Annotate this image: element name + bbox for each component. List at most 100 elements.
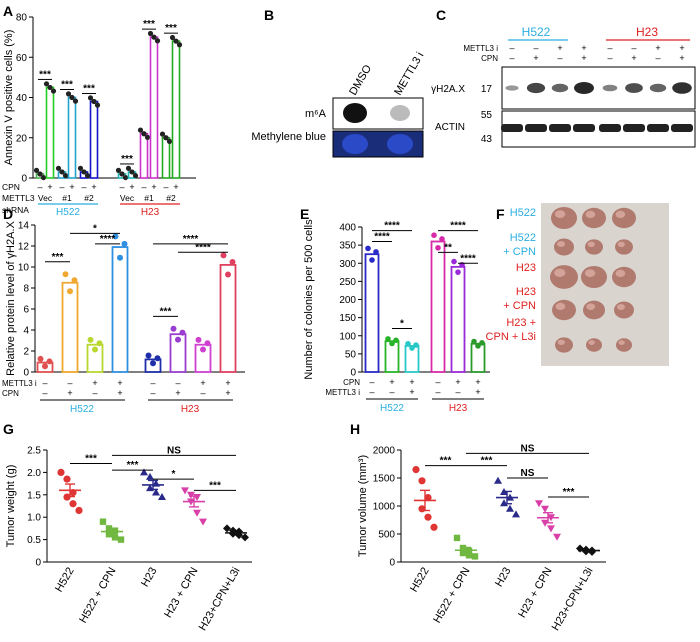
a-bar-1-dot-2	[50, 88, 57, 94]
h-pt-1-4	[465, 552, 473, 559]
chart_data.2-ytick-label-1: 50	[345, 349, 357, 360]
e-bar-3-dot-0	[431, 232, 437, 238]
d-bar-3-dot-2	[121, 240, 128, 247]
a-bar-2-dot-2	[62, 172, 69, 179]
chart_data.0-ytick-label-1: 20	[16, 133, 28, 144]
a-bar-9-dot-0	[147, 30, 154, 37]
a-bar-6-dot-2	[122, 174, 129, 181]
a-bar-2-dot-1	[59, 169, 65, 175]
e-bar-4-dot-1	[455, 269, 461, 275]
d-mettl3-sign-0: –	[42, 378, 47, 388]
d-row-label-0: METTL3 i	[2, 379, 37, 388]
h-pt-3-0	[535, 500, 543, 508]
actin-band-3	[573, 124, 595, 132]
tumor-1-1	[585, 239, 603, 255]
a-cpn-sign-1: +	[47, 182, 52, 192]
h-pt-0-5	[430, 523, 438, 531]
a-bar-3-dot-1	[69, 94, 75, 101]
m6a-dot-mettl3i	[390, 105, 410, 121]
chart_data.1-ytick-label-2: 4	[23, 326, 29, 337]
chart_data.1-ytick-label-3: 6	[23, 305, 29, 316]
g-pt-2-4	[152, 488, 160, 496]
a-bar-11-dot-0	[169, 34, 176, 41]
d-bar-0-dot-2	[46, 358, 53, 365]
e-mettl3-sign-4: –	[455, 387, 460, 397]
tumor-2-2	[612, 266, 636, 288]
h-pt-1-5	[471, 553, 479, 560]
tumor-2-0	[550, 265, 578, 289]
d-bar-2	[86, 343, 104, 373]
tumor-3-2	[614, 301, 634, 319]
chart_data.3-ytick-label-3: 1.5	[27, 490, 41, 501]
h-pt-2-0	[494, 476, 502, 484]
actin-band-4	[599, 124, 621, 132]
tumor-highlight-4-1	[588, 340, 595, 345]
a-mettl3-group-2: #2	[84, 193, 94, 203]
g-xlabel-1: H522 + CPN	[77, 565, 118, 625]
d-bar-0-dot-1	[42, 363, 48, 370]
g-pt-1-0	[99, 518, 107, 525]
g-sig-0-text: ***	[85, 453, 97, 464]
h-pt-2-5	[512, 510, 520, 518]
tumor-0-1	[582, 207, 606, 229]
dot-blot-b: DMSO METTL3 i m⁶A Methylene blue	[251, 50, 426, 158]
d-cpn-sign-2: –	[92, 388, 97, 398]
e-cpn-sign-5: +	[475, 377, 480, 387]
e-bar-1-dot-1	[389, 340, 395, 347]
blot-c-row-cpn: CPN	[481, 54, 498, 63]
a-row-label-1: METTL3	[2, 193, 35, 203]
d-bar-3	[111, 246, 129, 373]
lane-label-mettl3i: METTL3 i	[392, 50, 426, 97]
tumor-highlight-4-2	[618, 340, 625, 345]
actin-band-1	[525, 124, 547, 132]
e-bar-5-dot-0	[471, 338, 477, 345]
d-sig-3-text: ***	[160, 306, 172, 317]
e-mettl3-sign-0: –	[369, 387, 374, 397]
g-pt-4-0	[223, 524, 231, 533]
a-bar-1-dot-0	[43, 81, 50, 87]
h-pt-0-0	[412, 466, 420, 474]
g-pt-0-5	[75, 506, 83, 515]
a-bar-7-dot-0	[125, 165, 132, 171]
gh2ax-band-1	[526, 82, 546, 94]
blot-c-signs: –––++–++–––++–++	[509, 43, 684, 63]
a-bar-6-dot-0	[115, 167, 122, 173]
a-bar-0-dot-2	[40, 174, 47, 181]
chart_data.0-ytick-label-0: 0	[21, 174, 27, 185]
h-xlabel-4: H23+CPN+L3i	[550, 566, 596, 633]
a-mettl3-group-5: #2	[166, 193, 176, 203]
g-pt-2-1	[146, 472, 154, 480]
gh2ax-band-5	[625, 83, 643, 93]
h-pt-1-0	[453, 534, 461, 542]
tumor-highlight-3-1	[586, 303, 596, 311]
d-bar-3-dot-0	[112, 233, 119, 240]
a-bar-6-dot-1	[119, 171, 125, 177]
a-bar-9-dot-2	[154, 38, 161, 44]
h-pt-2-4	[506, 504, 514, 512]
e-bar-0-dot-2	[373, 249, 379, 255]
panel-label-h: H	[350, 421, 360, 437]
photo-labels: H522 H522 + CPN H23 H23 + CPN H23 + CPN + L3i	[486, 207, 536, 343]
a-cpn-sign-11: +	[173, 182, 178, 192]
d-bar-1-dot-1	[67, 288, 73, 295]
panel-label-c: C	[436, 7, 446, 23]
m6a-dot-dmso	[343, 103, 367, 123]
a-cpn-sign-0: –	[37, 182, 42, 192]
e-bar-3-dot-1	[435, 245, 441, 251]
chart_data.1-ylabel: Relative protein level of γH2A.X	[5, 220, 17, 375]
a-bar-0-dot-1	[37, 171, 43, 177]
g-pt-0-0	[57, 468, 65, 476]
tumor-highlight-0-1	[585, 210, 596, 218]
a-bar-11	[171, 40, 181, 179]
blot-c-mettl3-sign-6: +	[655, 43, 660, 53]
d-bar-0-dot-0	[37, 355, 44, 362]
blot-c-cpn-sign-3: +	[581, 53, 586, 63]
tumor-1-0	[554, 238, 574, 256]
g-pt-3-1	[187, 491, 195, 499]
chart_data.3-ylabel: Tumor weight (g)	[5, 465, 17, 548]
panel-label-e: E	[300, 206, 309, 222]
d-sig-5-text: ****	[195, 242, 211, 253]
d-cpn-sign-5: +	[175, 388, 180, 398]
a-cpn-sign-3: +	[69, 182, 74, 192]
